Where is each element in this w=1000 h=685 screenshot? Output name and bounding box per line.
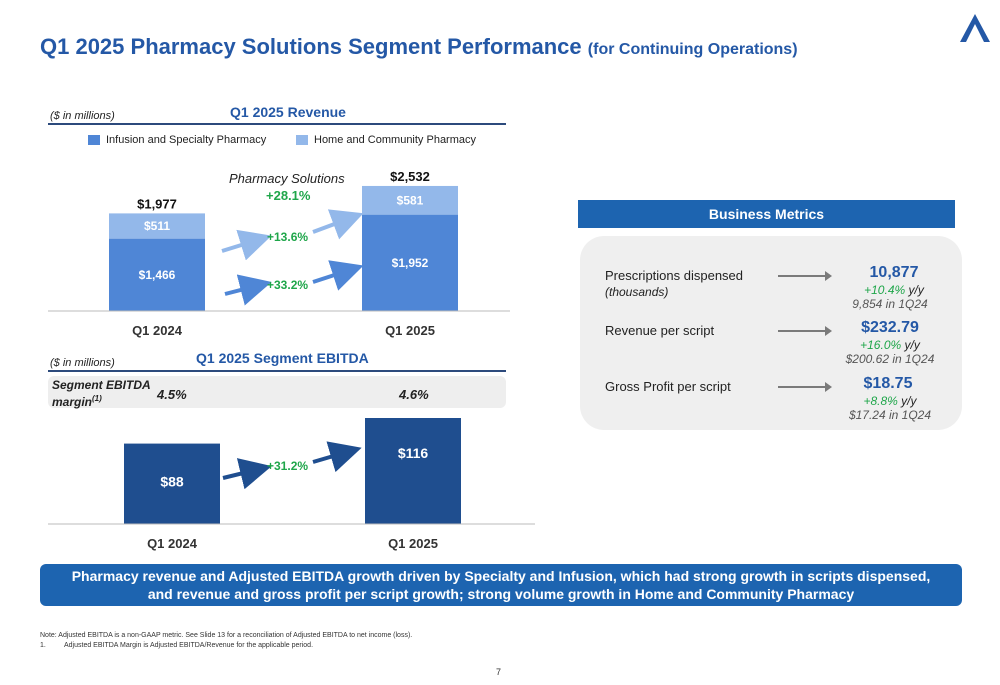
ebitda-margin-q1-2025: 4.6%	[399, 387, 429, 402]
ebitda-margin-label: Segment EBITDA margin(1)	[52, 379, 151, 409]
metric-gross-profit-growth-pct: +8.8%	[863, 394, 898, 408]
infusion-growth-arrow-2	[312, 260, 364, 291]
revenue-segment-label: $581	[397, 193, 424, 207]
revenue-segment-label: $1,952	[392, 256, 429, 270]
revenue-x-label-q1-2024: Q1 2024	[132, 323, 183, 338]
home-growth-arrow-2	[312, 209, 364, 240]
banner-line1: Pharmacy revenue and Adjusted EBITDA gro…	[71, 568, 931, 584]
metric-prescriptions-growth: +10.4% y/y	[834, 283, 954, 297]
footnote-item1-text: Adjusted EBITDA Margin is Adjusted EBITD…	[64, 642, 314, 649]
metric-revenue-per-script-growth-suffix: y/y	[904, 338, 920, 352]
legend-label-home: Home and Community Pharmacy	[314, 134, 477, 146]
business-metrics-panel	[580, 236, 962, 430]
metric-gross-profit-prior: $17.24 in 1Q24	[848, 408, 932, 422]
company-logo-icon	[958, 12, 992, 49]
footnote-note: Note: Adjusted EBITDA is a non-GAAP metr…	[40, 632, 413, 639]
legend-swatch-home	[296, 135, 308, 145]
metric-gross-profit-label: Gross Profit per script	[605, 379, 731, 394]
revenue-chart-title: Q1 2025 Revenue	[230, 104, 346, 120]
ebitda-unit-note: ($ in millions)	[50, 357, 115, 369]
revenue-bar-segment	[109, 238, 205, 311]
ebitda-x-label-q1-2025: Q1 2025	[388, 536, 438, 551]
title-main: Q1 2025 Pharmacy Solutions Segment Perfo…	[40, 34, 582, 59]
margin-label-line1: Segment EBITDA	[52, 378, 151, 392]
ebitda-margin-row	[48, 376, 506, 408]
metric-prescriptions-growth-suffix: y/y	[908, 283, 924, 297]
ebitda-title-rule	[48, 370, 506, 372]
page-number: 7	[496, 667, 502, 677]
ebitda-chart: $88 $116 +31.2% Q1 2024 Q1 2025	[48, 418, 535, 551]
ebitda-growth-arrow-2	[312, 441, 362, 473]
metric-revenue-per-script-growth-pct: +16.0%	[860, 338, 902, 352]
infusion-growth-arrow	[224, 274, 272, 306]
metric-prescriptions-prior: 9,854 in 1Q24	[852, 297, 928, 311]
ebitda-chart-title: Q1 2025 Segment EBITDA	[196, 350, 369, 366]
metric-prescriptions-value: 10,877	[869, 264, 919, 281]
ebitda-growth-label: +31.2%	[267, 459, 308, 473]
revenue-unit-note: ($ in millions)	[50, 110, 115, 122]
metric-gross-profit-arrow	[778, 382, 832, 392]
revenue-title-rule	[48, 123, 506, 125]
legend-infusion-specialty: Infusion and Specialty Pharmacy	[88, 134, 266, 146]
pharmacy-solutions-label: Pharmacy Solutions	[229, 171, 345, 186]
ebitda-x-label-q1-2024: Q1 2024	[147, 536, 198, 551]
revenue-x-label-q1-2025: Q1 2025	[385, 323, 435, 338]
revenue-total-label: $2,532	[390, 169, 430, 184]
business-metrics-header: Business Metrics	[578, 200, 955, 228]
ebitda-bar-label: $88	[160, 474, 184, 490]
infusion-growth-label: +33.2%	[267, 278, 308, 292]
ebitda-growth-arrow	[222, 458, 272, 490]
revenue-bar-segment	[362, 185, 458, 215]
revenue-bar-segment	[362, 214, 458, 311]
metric-prescriptions-arrow	[778, 271, 832, 281]
pharmacy-solutions-growth: +28.1%	[266, 188, 311, 203]
home-growth-arrow	[221, 229, 272, 261]
metric-revenue-per-script-label: Revenue per script	[605, 323, 715, 338]
revenue-total-label: $1,977	[137, 196, 177, 211]
title-suffix: (for Continuing Operations)	[587, 41, 798, 58]
metric-revenue-per-script-growth: +16.0% y/y	[830, 338, 950, 352]
revenue-bar-segment	[109, 213, 205, 239]
metric-revenue-per-script-arrow	[778, 326, 832, 336]
banner-line2: and revenue and gross profit per script …	[147, 586, 855, 602]
home-growth-label: +13.6%	[267, 230, 308, 244]
margin-label-line2: margin	[52, 395, 93, 409]
margin-footnote-marker: (1)	[92, 394, 102, 403]
metric-revenue-per-script-value: $232.79	[861, 319, 919, 336]
metric-prescriptions-sublabel: (thousands)	[605, 285, 669, 299]
footnote-item1-number: 1.	[40, 642, 46, 649]
legend-label-infusion: Infusion and Specialty Pharmacy	[106, 134, 267, 146]
revenue-segment-label: $1,466	[139, 268, 176, 282]
ebitda-bar	[365, 418, 461, 524]
metric-prescriptions-growth-pct: +10.4%	[864, 283, 906, 297]
revenue-segment-label: $511	[144, 219, 170, 233]
legend-swatch-infusion	[88, 135, 100, 145]
ebitda-bar	[124, 443, 220, 524]
legend-home-community: Home and Community Pharmacy	[296, 134, 476, 146]
ebitda-bar-label: $116	[398, 445, 429, 461]
metric-gross-profit-value: $18.75	[863, 375, 913, 392]
revenue-chart: $1,466 $511 $1,977 $1,952 $581 $2,532 Pharmac…	[48, 169, 510, 338]
metric-gross-profit-growth: +8.8% y/y	[830, 394, 950, 408]
page-title: Q1 2025 Pharmacy Solutions Segment Perfo…	[40, 34, 798, 60]
metric-gross-profit-growth-suffix: y/y	[901, 394, 917, 408]
metric-revenue-per-script-prior: $200.62 in 1Q24	[845, 352, 935, 366]
metric-prescriptions-label: Prescriptions dispensed	[605, 268, 744, 283]
summary-banner: Pharmacy revenue and Adjusted EBITDA gro…	[40, 564, 962, 606]
ebitda-margin-q1-2024: 4.5%	[157, 387, 187, 402]
